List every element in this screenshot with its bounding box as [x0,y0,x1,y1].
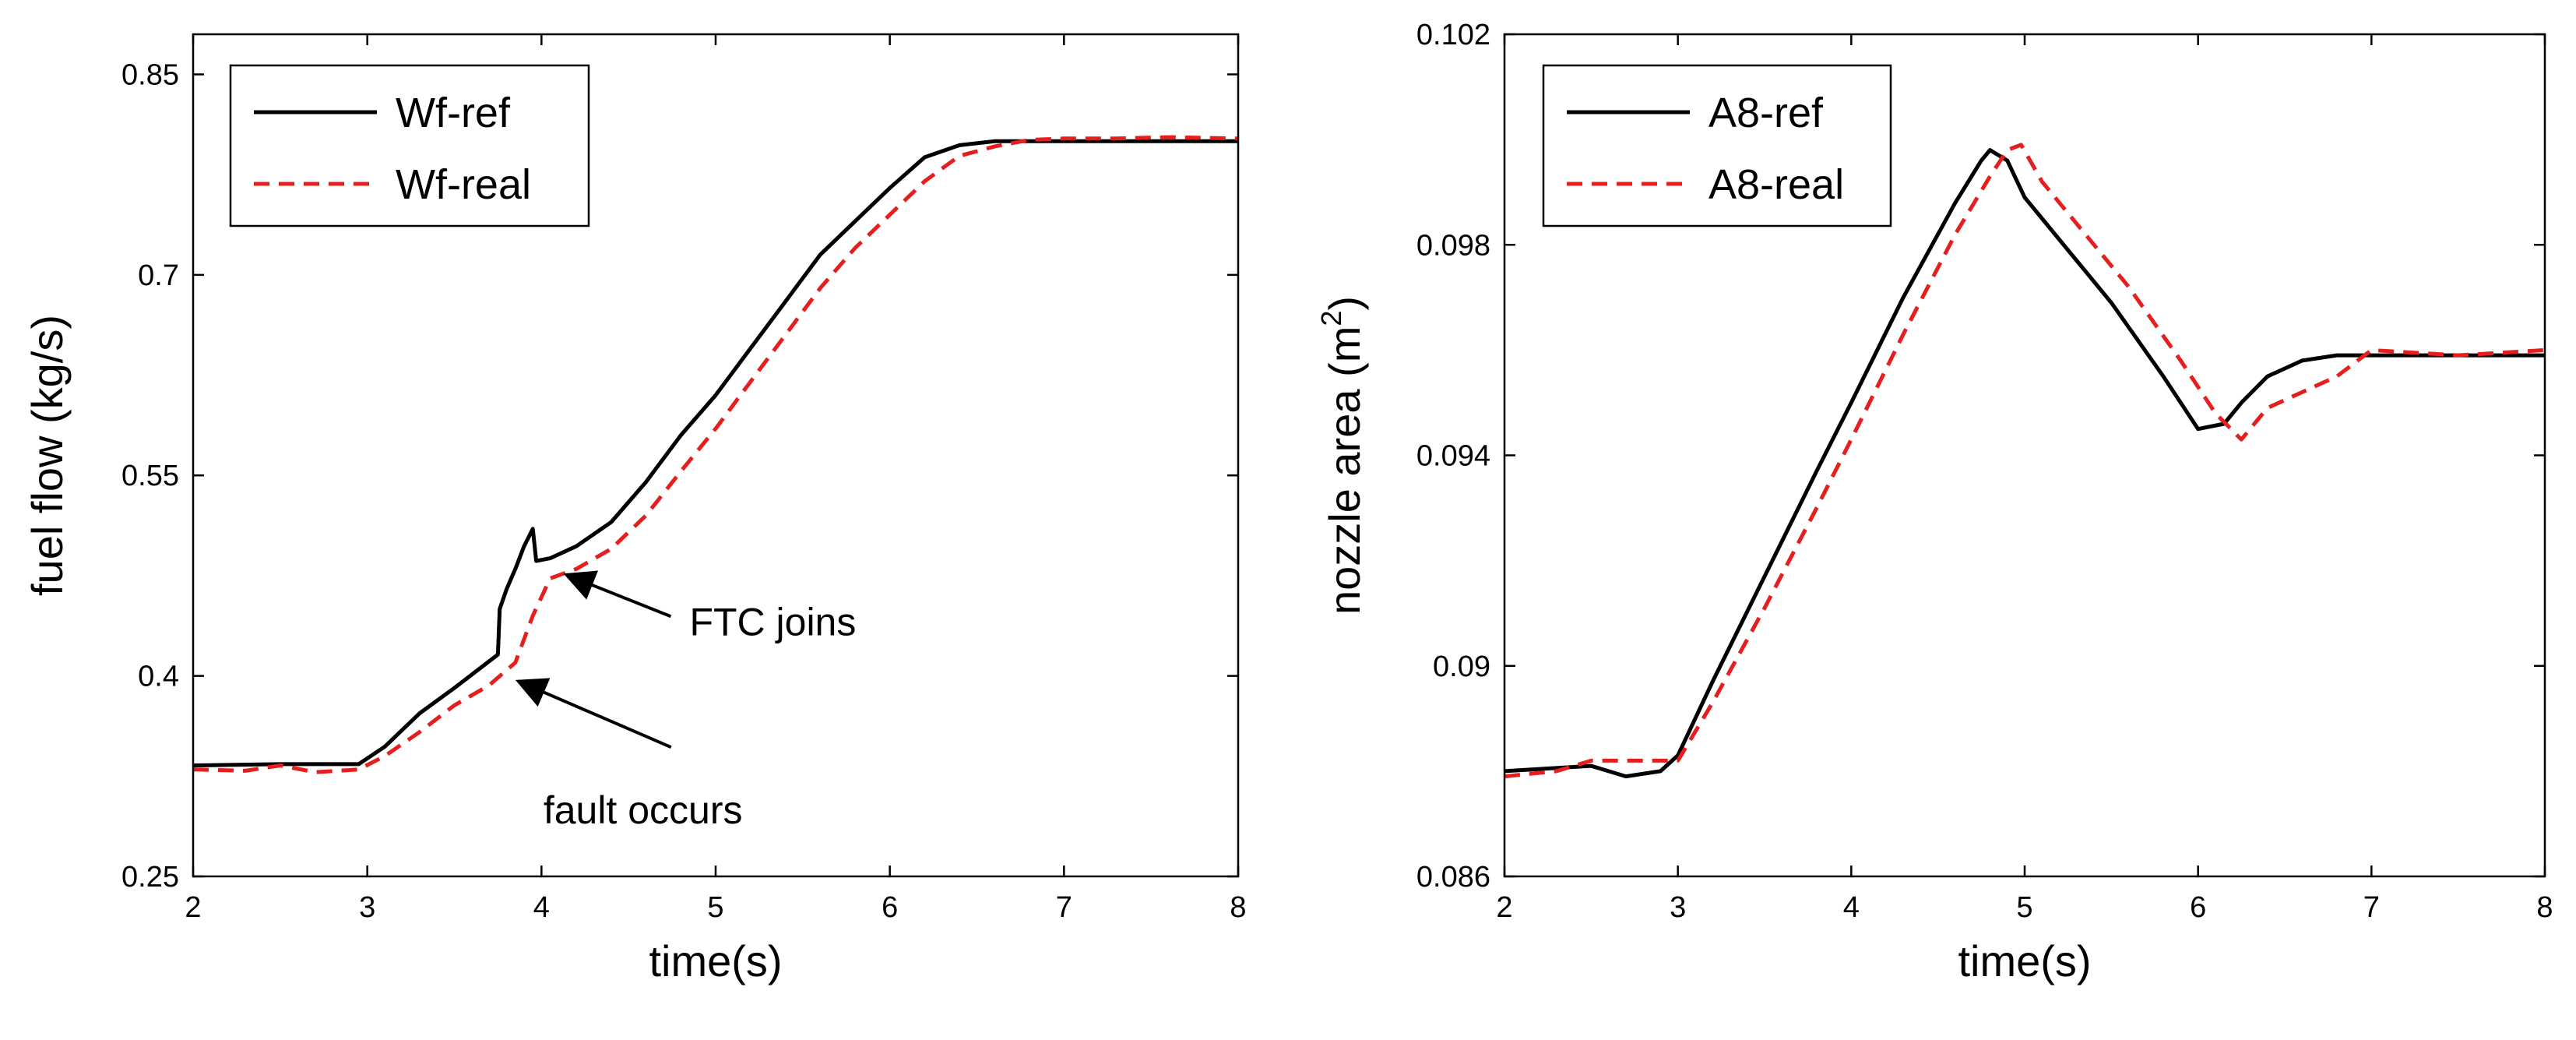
x-tick-label: 8 [2536,891,2553,924]
y-axis-label-superscript: 2 [1315,311,1347,326]
chart-nozzle-area: 2 3 4 5 6 7 8 0.086 0.09 0.094 0.098 0.102 time(s) no… [1315,19,2553,985]
x-tick-label: 2 [185,891,201,924]
y-tick-label: 0.098 [1416,229,1490,262]
x-tick-label: 7 [1056,891,1072,924]
x-tick-label: 6 [882,891,898,924]
x-tick-label: 4 [533,891,550,924]
x-tick-label: 7 [2363,891,2380,924]
y-tick-label: 0.09 [1433,650,1490,683]
chart-fuel-flow: 2 3 4 5 6 7 8 0.25 0.4 0.55 0.7 0.85 time(s) fuel flo… [23,33,1247,985]
x-tick-label: 4 [1843,891,1860,924]
y-axis-label: nozzle area (m2) [1315,296,1369,615]
y-tick-label: 0.55 [121,460,179,492]
x-tick-label: 5 [707,891,723,924]
x-axis-label: time(s) [1958,936,2091,985]
annotation-text: fault occurs [544,788,743,832]
series-line-a8-real [1504,143,2546,779]
x-tick-label: 6 [2190,891,2206,924]
x-tick-label: 2 [1496,891,1512,924]
y-tick-label: 0.086 [1416,861,1490,894]
legend-label-a8-real: A8-real [1709,161,1844,208]
legend-box [229,64,590,227]
y-tick-label: 0.25 [121,861,179,894]
annotation-arrow [563,570,672,619]
y-tick-label: 0.094 [1416,440,1490,473]
series-line-a8-ref [1504,148,2545,779]
legend-label-wf-ref: Wf-ref [396,90,511,136]
y-tick-label: 0.102 [1416,19,1490,51]
y-tick-label: 0.4 [138,661,179,693]
x-axis-label: time(s) [649,936,782,985]
annotation-arrow [515,678,672,749]
legend-box [1542,64,1892,227]
x-tick-label: 3 [1670,891,1686,924]
legend-label-wf-real: Wf-real [396,161,531,208]
y-axis-label-main: nozzle area (m [1320,326,1369,615]
legend-label-a8-ref: A8-ref [1709,90,1824,136]
x-tick-label: 3 [359,891,375,924]
x-tick-label: 5 [2016,891,2032,924]
annotation-text: FTC joins [689,600,856,643]
series-line-wf-real [192,135,1239,774]
series-line-wf-ref [192,139,1238,768]
y-tick-label: 0.7 [138,259,179,292]
y-axis-label-close: ) [1320,296,1369,311]
y-axis-label: fuel flow (kg/s) [23,315,72,596]
y-tick-label: 0.85 [121,58,179,91]
x-tick-label: 8 [1230,891,1246,924]
